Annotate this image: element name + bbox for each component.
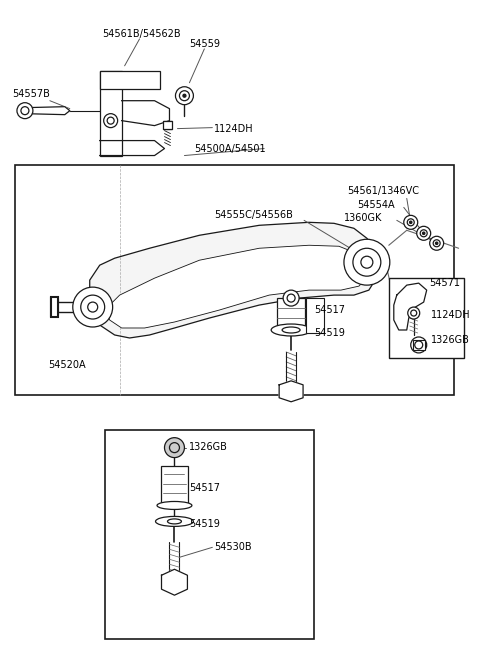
Text: 54559: 54559 — [190, 39, 220, 49]
Bar — [160, 466, 189, 505]
Text: 54557B: 54557B — [12, 89, 50, 99]
Polygon shape — [25, 106, 70, 115]
Bar — [413, 340, 425, 350]
Circle shape — [17, 102, 33, 119]
Circle shape — [430, 237, 444, 250]
Bar — [100, 71, 121, 156]
Text: 54517: 54517 — [314, 305, 345, 315]
Circle shape — [165, 438, 184, 458]
Text: 54519: 54519 — [190, 520, 220, 530]
Text: 54555C/54556B: 54555C/54556B — [215, 210, 293, 220]
Bar — [51, 297, 58, 317]
Polygon shape — [161, 569, 187, 595]
Text: 54554A: 54554A — [357, 200, 395, 210]
Text: 54519: 54519 — [314, 328, 345, 338]
Text: 1360GK: 1360GK — [344, 214, 383, 223]
Ellipse shape — [282, 327, 300, 333]
Ellipse shape — [156, 516, 193, 526]
Text: 54520A: 54520A — [48, 360, 85, 370]
Circle shape — [183, 94, 186, 97]
Polygon shape — [394, 283, 427, 330]
Circle shape — [176, 87, 193, 104]
Bar — [163, 121, 172, 129]
Circle shape — [411, 337, 427, 353]
Bar — [100, 71, 159, 89]
Bar — [306, 298, 324, 333]
Polygon shape — [121, 101, 169, 125]
Ellipse shape — [168, 519, 181, 524]
Polygon shape — [279, 381, 303, 402]
Polygon shape — [107, 245, 369, 328]
Ellipse shape — [271, 324, 311, 336]
Circle shape — [73, 287, 113, 327]
Ellipse shape — [157, 501, 192, 509]
Circle shape — [283, 290, 299, 306]
Text: 54517: 54517 — [190, 482, 220, 493]
Text: 1124DH: 1124DH — [431, 310, 470, 320]
Circle shape — [435, 242, 438, 244]
Text: 1124DH: 1124DH — [215, 124, 254, 133]
Text: 54571: 54571 — [429, 278, 460, 288]
Text: 54530B: 54530B — [215, 542, 252, 553]
Circle shape — [422, 232, 425, 235]
Circle shape — [408, 307, 420, 319]
Circle shape — [104, 114, 118, 127]
Text: 54561B/54562B: 54561B/54562B — [103, 29, 181, 39]
Bar — [277, 298, 305, 328]
Text: 1326GB: 1326GB — [431, 335, 469, 345]
Text: 54500A/54501: 54500A/54501 — [194, 144, 266, 154]
Text: 1326GB: 1326GB — [190, 442, 228, 451]
Text: 54561/1346VC: 54561/1346VC — [347, 187, 419, 196]
Circle shape — [404, 215, 418, 229]
Polygon shape — [100, 141, 165, 156]
Circle shape — [409, 221, 412, 223]
Bar — [105, 430, 314, 639]
Polygon shape — [90, 222, 381, 338]
Bar — [15, 166, 454, 395]
Circle shape — [344, 239, 390, 285]
Bar — [389, 278, 464, 358]
Circle shape — [417, 226, 431, 240]
